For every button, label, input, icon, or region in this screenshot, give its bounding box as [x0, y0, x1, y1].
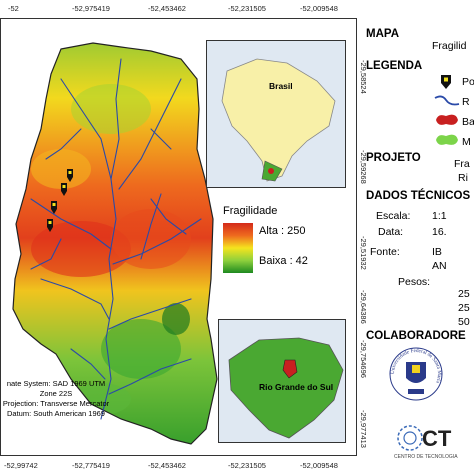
dados-tecnicos-heading: DADOS TÉCNICOS [366, 190, 471, 202]
legend-label-points: Po [462, 76, 474, 88]
river-icon [434, 94, 460, 113]
mapa-value: Fragilid [432, 40, 467, 52]
watershed-map [12, 42, 218, 445]
escala-value: 1:1 [432, 210, 447, 222]
basin-icon [434, 112, 460, 133]
point-markers [47, 169, 73, 232]
rs-label: Rio Grande do Sul [259, 382, 334, 392]
rs-inset-map: Rio Grande do Sul [218, 319, 346, 443]
map-coordinate-info: nate System: SAD 1969 UTM Zone 22S Proje… [1, 379, 111, 419]
ct-logo-text: CT [422, 426, 452, 451]
pin-icon [61, 183, 67, 196]
colaboradores-heading: COLABORADORE [366, 330, 466, 342]
coord-system-line: nate System: SAD 1969 UTM Zone 22S [6, 379, 106, 398]
right-coord-6: -29,977413 [359, 410, 368, 448]
bottom-coord-3: -52,453462 [148, 461, 186, 470]
fragility-low-label: Baixa : 42 [259, 255, 308, 267]
projeto-line2: Ri [458, 172, 468, 184]
data-value: 16. [432, 226, 447, 238]
municipality-icon [434, 132, 460, 153]
legend-label-municipality: M [462, 136, 471, 148]
right-coord-5: -29,754696 [359, 340, 368, 378]
pesos-label: Pesos: [398, 276, 431, 288]
legend-label-basin: Ba [462, 116, 474, 128]
bottom-coord-4: -52,231505 [228, 461, 266, 470]
main-map-frame: Brasil Rio Grande do Sul Fragilidade Alt… [0, 18, 357, 456]
top-coord-4: -52,231505 [228, 4, 266, 13]
pin-icon [67, 169, 73, 182]
top-coord-5: -52,009548 [300, 4, 338, 13]
brazil-label: Brasil [269, 81, 293, 91]
fragility-color-ramp [223, 223, 253, 273]
bottom-coord-2: -52,775419 [72, 461, 110, 470]
projeto-line1: Fra [454, 158, 470, 170]
legend-label-rivers: R [462, 96, 470, 108]
ct-logo-subtitle: CENTRO DE TECNOLOGIA [394, 454, 458, 460]
top-coord-1: -52 [8, 4, 19, 13]
legenda-heading: LEGENDA [366, 60, 423, 72]
top-coord-3: -52,453462 [148, 4, 186, 13]
pin-icon [51, 201, 57, 214]
data-label: Data: [378, 226, 404, 238]
fragility-high-label: Alta : 250 [259, 225, 306, 237]
mapa-heading: MAPA [366, 28, 400, 40]
brazil-inset-map: Brasil [206, 40, 346, 188]
pin-icon [47, 219, 53, 232]
datum-line: Datum: South American 1969 [7, 409, 105, 418]
top-coord-2: -52,975419 [72, 4, 110, 13]
bottom-coord-1: -52,99742 [4, 461, 38, 470]
projection-line: Projection: Transverse Mercator [2, 399, 110, 408]
pesos-value-2: 25 [458, 302, 470, 314]
right-coord-4: -29,64386 [359, 290, 368, 324]
ufsm-logo: Universidade Federal de Santa Maria [388, 346, 444, 402]
fragility-legend-title: Fragilidade [223, 205, 278, 217]
bottom-coord-5: -52,009548 [300, 461, 338, 470]
pin-icon [440, 74, 452, 95]
fonte-label: Fonte: [370, 246, 400, 258]
right-coord-3: -29,51932 [359, 236, 368, 270]
fonte-value2: AN [432, 260, 447, 272]
pesos-value-3: 50 [458, 316, 470, 328]
fonte-value1: IB [432, 246, 442, 258]
projeto-heading: PROJETO [366, 152, 421, 164]
pesos-value-1: 25 [458, 288, 470, 300]
ct-logo: CT CENTRO DE TECNOLOGIA [392, 420, 466, 460]
river-network [30, 58, 202, 420]
escala-label: Escala: [376, 210, 411, 222]
